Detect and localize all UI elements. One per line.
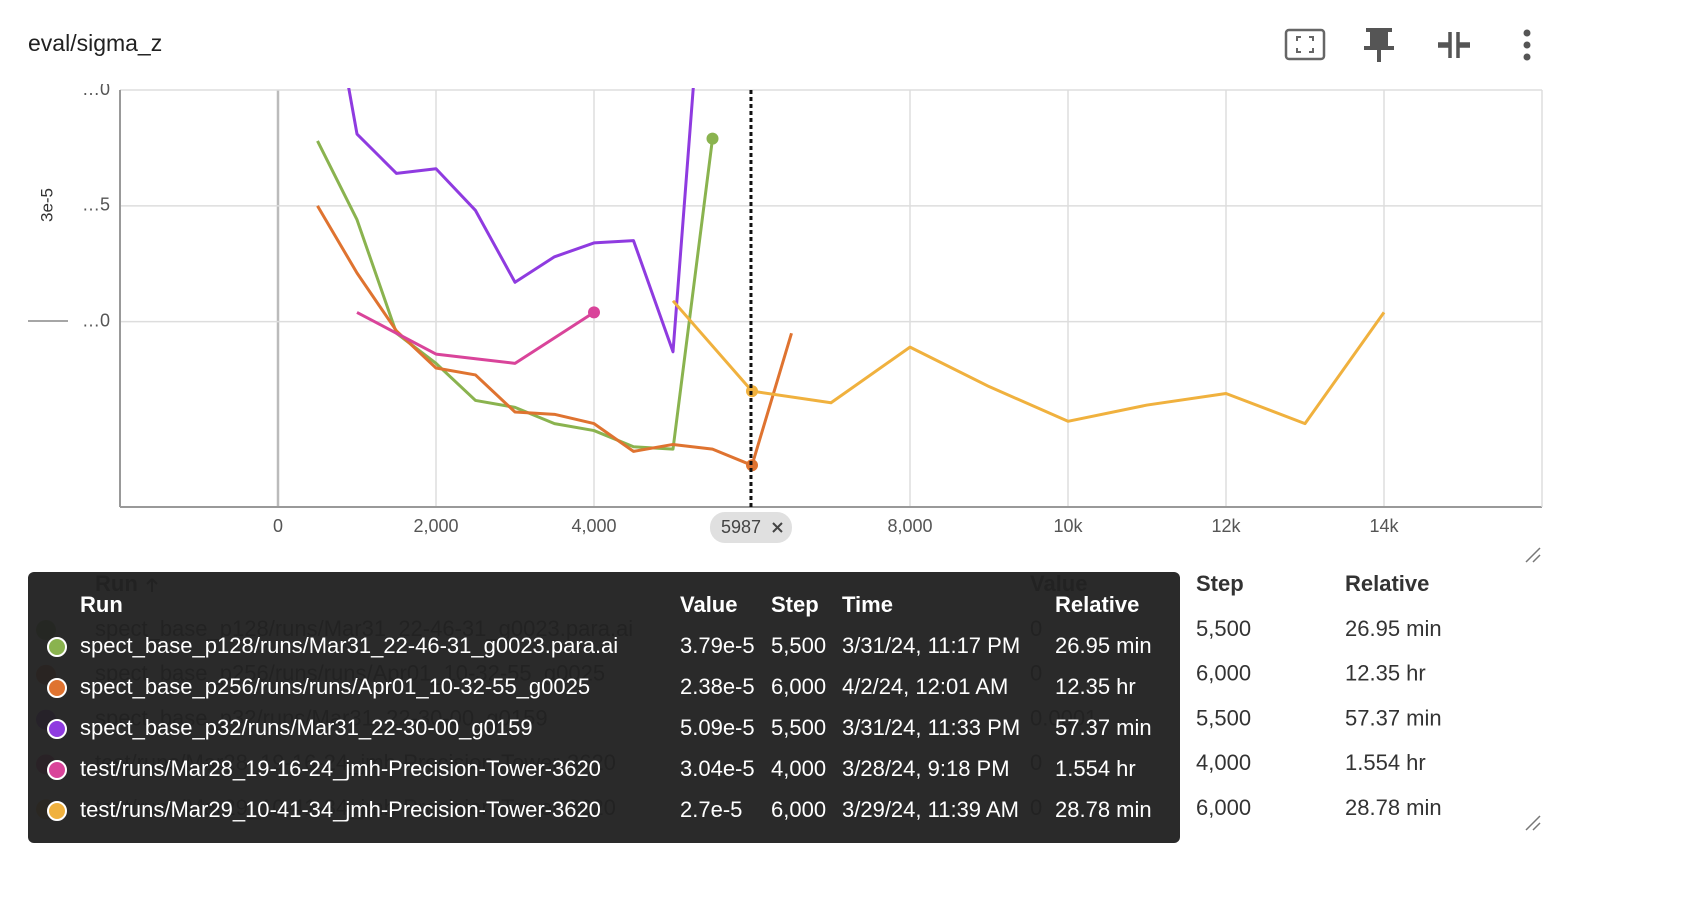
series-line xyxy=(316,205,793,467)
run-color-dot xyxy=(47,719,67,739)
x-tick-label: 12k xyxy=(1211,516,1241,536)
pin-icon[interactable] xyxy=(1364,28,1394,62)
card-title: eval/sigma_z xyxy=(28,30,162,56)
y-axis-label: 3e-5 xyxy=(37,188,56,222)
table-cell: 4,000 xyxy=(1196,750,1251,775)
more-icon[interactable] xyxy=(1523,29,1531,61)
tooltip-cell: 2.7e-5 xyxy=(680,797,742,822)
tooltip-cell: 5,500 xyxy=(771,633,826,658)
run-color-dot xyxy=(47,637,67,657)
table-cell: 5,500 xyxy=(1196,705,1251,730)
tooltip-cell: spect_base_p128/runs/Mar31_22-46-31_g002… xyxy=(80,633,618,658)
x-tick-label: 4,000 xyxy=(571,516,616,536)
x-tick-label: 8,000 xyxy=(887,516,932,536)
series-line xyxy=(671,299,1386,426)
tooltip-cell: 12.35 hr xyxy=(1055,674,1136,699)
series-group xyxy=(316,88,1386,472)
table-cell: 12.35 hr xyxy=(1345,661,1426,686)
series-line xyxy=(316,138,714,451)
hover-point xyxy=(706,132,719,145)
tooltip-cell: 3/31/24, 11:17 PM xyxy=(842,633,1020,658)
tooltip-cell: spect_base_p32/runs/Mar31_22-30-00_g0159 xyxy=(80,715,533,740)
tooltip-cell: 3/29/24, 11:39 AM xyxy=(842,797,1019,822)
resize-handle[interactable] xyxy=(1525,547,1541,831)
series-line xyxy=(356,311,595,365)
tooltip-cell: test/runs/Mar28_19-16-24_jmh-Precision-T… xyxy=(80,756,601,781)
table-cell: 28.78 min xyxy=(1345,795,1442,820)
tooltip-header: Run xyxy=(80,592,123,617)
run-color-dot xyxy=(47,801,67,821)
table-cell: 6,000 xyxy=(1196,795,1251,820)
table-cell: 57.37 min xyxy=(1345,705,1442,730)
table-cell: 1.554 hr xyxy=(1345,750,1426,775)
y-tick-label: …5 xyxy=(82,195,110,215)
tooltip-cell: 3/28/24, 9:18 PM xyxy=(842,756,1010,781)
table-cell: 5,500 xyxy=(1196,616,1251,641)
tooltip-cell: 26.95 min xyxy=(1055,633,1152,658)
x-tick-label: 14k xyxy=(1369,516,1399,536)
tooltip-header: Value xyxy=(680,592,737,617)
y-tick-label: …0 xyxy=(82,79,110,99)
x-tick-label: 0 xyxy=(273,516,283,536)
tooltip-header: Step xyxy=(771,592,819,617)
hover-point xyxy=(746,459,758,472)
tooltip-cell: 28.78 min xyxy=(1055,797,1152,822)
fit-icon[interactable] xyxy=(1284,28,1326,61)
tooltip-cell: 5.09e-5 xyxy=(680,715,755,740)
tooltip-box xyxy=(28,572,1180,843)
tooltip-cell: 6,000 xyxy=(771,674,826,699)
table-cell: 6,000 xyxy=(1196,661,1251,686)
x-tick-label: 10k xyxy=(1053,516,1083,536)
y-tick-label: …0 xyxy=(82,310,110,330)
tooltip-cell: spect_base_p256/runs/runs/Apr01_10-32-55… xyxy=(80,674,590,699)
table-header: Relative xyxy=(1345,571,1429,596)
tooltip-cell: 6,000 xyxy=(771,797,826,822)
tooltip-cell: 4,000 xyxy=(771,756,826,781)
step-badge xyxy=(709,512,792,543)
x-tick-label: 2,000 xyxy=(413,516,458,536)
tooltip-cell: 3.79e-5 xyxy=(680,633,755,658)
collapse-icon[interactable] xyxy=(1438,32,1470,58)
tooltip-cell: 4/2/24, 12:01 AM xyxy=(842,674,1008,699)
tooltip-header: Relative xyxy=(1055,592,1139,617)
run-color-dot xyxy=(47,760,67,780)
badge-close-icon xyxy=(772,522,783,533)
tooltip-cell: 2.38e-5 xyxy=(680,674,755,699)
tooltip-cell: 5,500 xyxy=(771,715,826,740)
series-line xyxy=(347,88,695,354)
tooltip-header: Time xyxy=(842,592,893,617)
table-cell: 26.95 min xyxy=(1345,616,1442,641)
run-color-dot xyxy=(47,678,67,698)
hover-point xyxy=(588,306,600,319)
tooltip-cell: 3/31/24, 11:33 PM xyxy=(842,715,1020,740)
step-badge-label: 5987 xyxy=(721,517,761,537)
tooltip-cell: 1.554 hr xyxy=(1055,756,1136,781)
y-tick-labels: …0 …5 …0 xyxy=(82,79,110,330)
tooltip-cell: test/runs/Mar29_10-41-34_jmh-Precision-T… xyxy=(80,797,601,822)
table-header: Step xyxy=(1196,571,1244,596)
tooltip-cell: 3.04e-5 xyxy=(680,756,755,781)
plot xyxy=(119,89,1543,508)
tooltip-cell: 57.37 min xyxy=(1055,715,1152,740)
